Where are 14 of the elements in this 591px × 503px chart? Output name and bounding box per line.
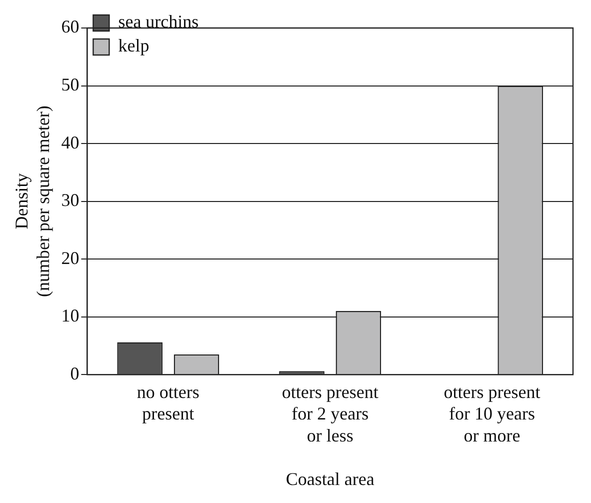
x-tick-label: otters present for 2 years or less xyxy=(282,382,378,446)
y-tick-label: 30 xyxy=(61,190,80,210)
y-tick-label: 40 xyxy=(61,132,80,152)
legend-label: kelp xyxy=(118,36,150,56)
y-tick-label: 50 xyxy=(61,74,80,94)
y-tick-label: 20 xyxy=(61,248,80,268)
y-tick-label: 0 xyxy=(70,363,80,384)
y-axis-title: Density (number per square meter) xyxy=(12,106,54,298)
legend-label: sea urchins xyxy=(118,12,199,32)
x-tick-label: otters present for 10 years or more xyxy=(444,382,540,446)
y-tick-label: 60 xyxy=(61,16,80,37)
x-axis-title: Coastal area xyxy=(286,468,374,489)
x-tick-label: no otters present xyxy=(136,382,200,424)
y-tick-label: 10 xyxy=(61,306,80,326)
